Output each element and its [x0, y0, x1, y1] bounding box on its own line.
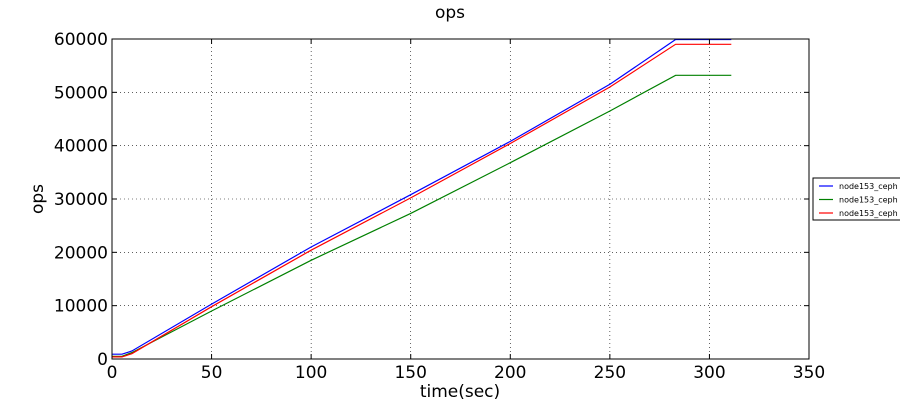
- legend: node153_ceph node153_ceph node153_ceph: [812, 177, 900, 221]
- y-tick-label: 0: [97, 350, 108, 370]
- x-tick-label: 300: [693, 363, 725, 383]
- y-tick-label: 50000: [54, 83, 108, 103]
- x-tick-label: 350: [793, 363, 825, 383]
- y-tick-label: 20000: [54, 243, 108, 263]
- legend-label: node153_ceph: [839, 209, 898, 218]
- x-axis-label: time(sec): [420, 382, 500, 400]
- y-axis-label: ops: [28, 184, 48, 214]
- y-tick-label: 30000: [54, 190, 108, 210]
- series-layer: [112, 38, 732, 358]
- chart-title: ops: [435, 3, 465, 23]
- x-tick-label: 250: [594, 363, 626, 383]
- series-line-2: [112, 74, 732, 357]
- y-ticks: 0 10000 20000 30000 40000 50000 60000: [54, 30, 809, 370]
- grid-lines: [112, 39, 809, 359]
- legend-label: node153_ceph: [839, 196, 898, 205]
- x-tick-label: 100: [295, 363, 327, 383]
- y-tick-label: 40000: [54, 137, 108, 157]
- x-tick-label: 150: [394, 363, 426, 383]
- y-tick-label: 60000: [54, 30, 108, 50]
- y-tick-label: 10000: [54, 297, 108, 317]
- x-tick-label: 200: [494, 363, 526, 383]
- series-line-3: [112, 43, 732, 358]
- x-ticks: 0 50 100 150 200 250 300 350: [107, 39, 825, 383]
- x-tick-label: 0: [107, 363, 118, 383]
- legend-label: node153_ceph: [839, 182, 898, 191]
- x-tick-label: 50: [201, 363, 223, 383]
- series-line-1: [112, 38, 732, 355]
